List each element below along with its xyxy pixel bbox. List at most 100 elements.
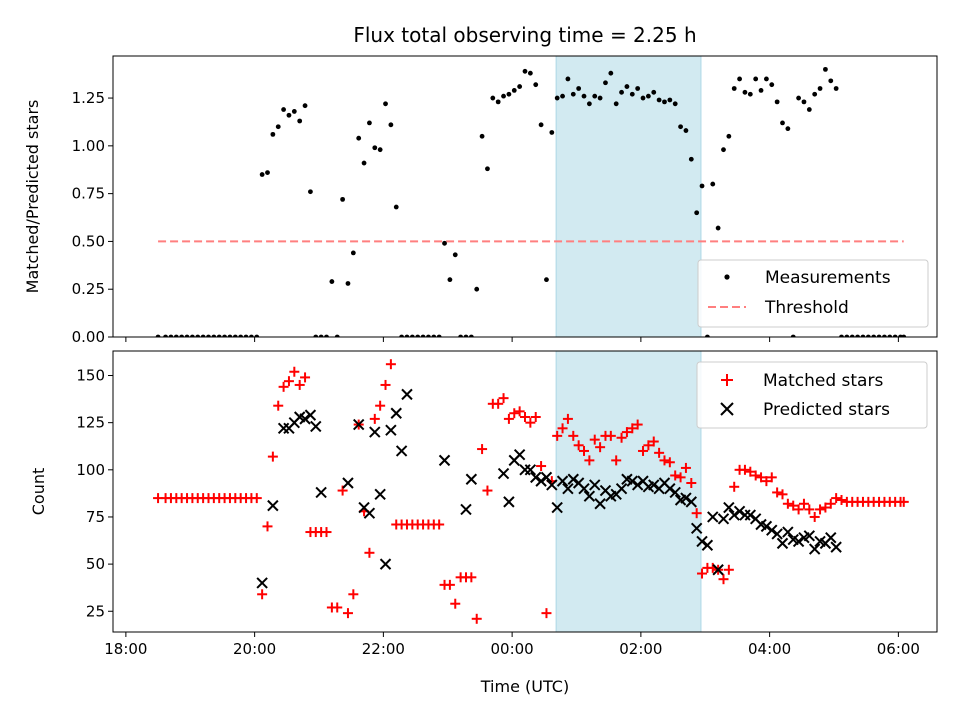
matched-star-point xyxy=(471,613,482,624)
predicted-star-stroke-b xyxy=(578,482,590,495)
measurement-point xyxy=(506,91,512,97)
predicted-star-stroke-b xyxy=(293,411,306,423)
predicted-star-point xyxy=(304,409,317,421)
measurement-point xyxy=(474,286,480,292)
legend-box xyxy=(697,259,929,328)
y-tick-label: 0.50 xyxy=(72,232,105,250)
matched-star-point xyxy=(836,494,847,505)
axes-frame xyxy=(112,350,938,633)
matched-star-point xyxy=(798,498,809,509)
measurement-point xyxy=(549,130,555,135)
measurement-point xyxy=(801,99,807,105)
measurement-point xyxy=(511,88,517,93)
predicted-star-point xyxy=(551,501,563,514)
measurement-point xyxy=(624,84,630,89)
matched-star-point xyxy=(611,455,622,466)
predicted-star-stroke-b xyxy=(825,531,837,544)
matched-star-point xyxy=(342,608,353,619)
measurement-point xyxy=(833,86,839,91)
x-tick-label: 22:00 xyxy=(362,640,405,658)
predicted-star-point xyxy=(631,479,644,491)
measurement-point xyxy=(383,101,388,107)
y-tick-label: 0.25 xyxy=(72,280,105,298)
predicted-star-stroke-b xyxy=(707,511,719,523)
predicted-star-point xyxy=(562,482,574,495)
matched-star-point xyxy=(283,376,294,387)
measurement-point xyxy=(565,76,571,82)
measurement-point xyxy=(195,334,201,337)
y-tick-label: 75 xyxy=(86,508,105,526)
predicted-star-stroke-b xyxy=(696,535,708,548)
measurement-point xyxy=(656,97,662,103)
predicted-star-point xyxy=(519,464,531,476)
predicted-star-stroke-b xyxy=(465,473,478,485)
predicted-star-point xyxy=(808,543,821,555)
measurement-point xyxy=(270,131,276,137)
measurement-point xyxy=(259,172,265,177)
measurement-point xyxy=(393,204,399,210)
measurement-point xyxy=(645,93,651,99)
predicted-star-stroke-b xyxy=(749,513,762,525)
matched-star-point xyxy=(664,457,675,468)
matched-star-point xyxy=(257,589,268,600)
predicted-star-stroke-b xyxy=(733,505,746,518)
measurement-point xyxy=(345,281,351,286)
predicted-star-stroke-b xyxy=(304,409,317,421)
predicted-star-point xyxy=(374,488,386,501)
predicted-star-point xyxy=(503,496,515,508)
measurement-point xyxy=(694,210,700,216)
legend-label-threshold: Threshold xyxy=(764,298,849,318)
predicted-star-point xyxy=(717,513,730,525)
matched-star-point xyxy=(530,412,541,423)
predicted-star-point xyxy=(723,501,735,514)
predicted-star-point xyxy=(540,471,553,484)
measurement-point xyxy=(281,107,286,112)
predicted-star-stroke-b xyxy=(572,477,585,489)
legend-box xyxy=(696,361,928,429)
predicted-star-stroke-b xyxy=(352,418,365,431)
measurement-point xyxy=(227,334,233,337)
measurement-point xyxy=(163,334,168,337)
matched-star-point xyxy=(573,440,584,451)
predicted-star-stroke-b xyxy=(385,424,397,436)
matched-star-point xyxy=(294,379,305,390)
measurement-point xyxy=(308,189,313,195)
matched-star-point xyxy=(509,408,520,419)
predicted-star-point xyxy=(680,492,692,504)
predicted-star-point xyxy=(369,426,381,438)
matched-star-point xyxy=(820,502,831,513)
matched-star-point xyxy=(541,608,552,619)
measurement-point xyxy=(844,334,850,337)
predicted-star-stroke-b xyxy=(524,464,537,476)
measurement-point xyxy=(458,334,464,337)
predicted-star-point xyxy=(701,539,714,551)
measurement-point xyxy=(887,334,893,337)
matched-star-point xyxy=(627,423,638,434)
measurement-point xyxy=(318,334,324,337)
predicted-star-stroke-b xyxy=(664,482,676,495)
predicted-star-point xyxy=(460,503,472,516)
matched-star-point xyxy=(825,498,836,509)
measurement-point xyxy=(882,334,887,337)
measurement-point xyxy=(538,122,544,128)
measurement-point xyxy=(651,89,657,95)
measurement-point xyxy=(173,334,179,337)
measurement-point xyxy=(367,120,372,126)
x-tick-label: 00:00 xyxy=(491,640,534,658)
matched-star-point xyxy=(772,487,783,498)
matched-star-point xyxy=(503,413,514,424)
measurement-point xyxy=(490,95,496,101)
predicted-star-stroke-b xyxy=(310,420,322,433)
predicted-star-point xyxy=(556,475,569,487)
measurement-point xyxy=(586,101,592,107)
measurement-point xyxy=(592,93,598,99)
measurement-point xyxy=(731,86,737,91)
matched-star-point xyxy=(777,489,788,500)
matched-star-point xyxy=(756,472,767,483)
measurement-point xyxy=(495,99,501,105)
y-tick-label: 0.00 xyxy=(72,328,105,346)
x-tick-label: 20:00 xyxy=(233,640,276,658)
matched-star-point xyxy=(348,589,359,600)
matched-star-point xyxy=(267,451,278,462)
